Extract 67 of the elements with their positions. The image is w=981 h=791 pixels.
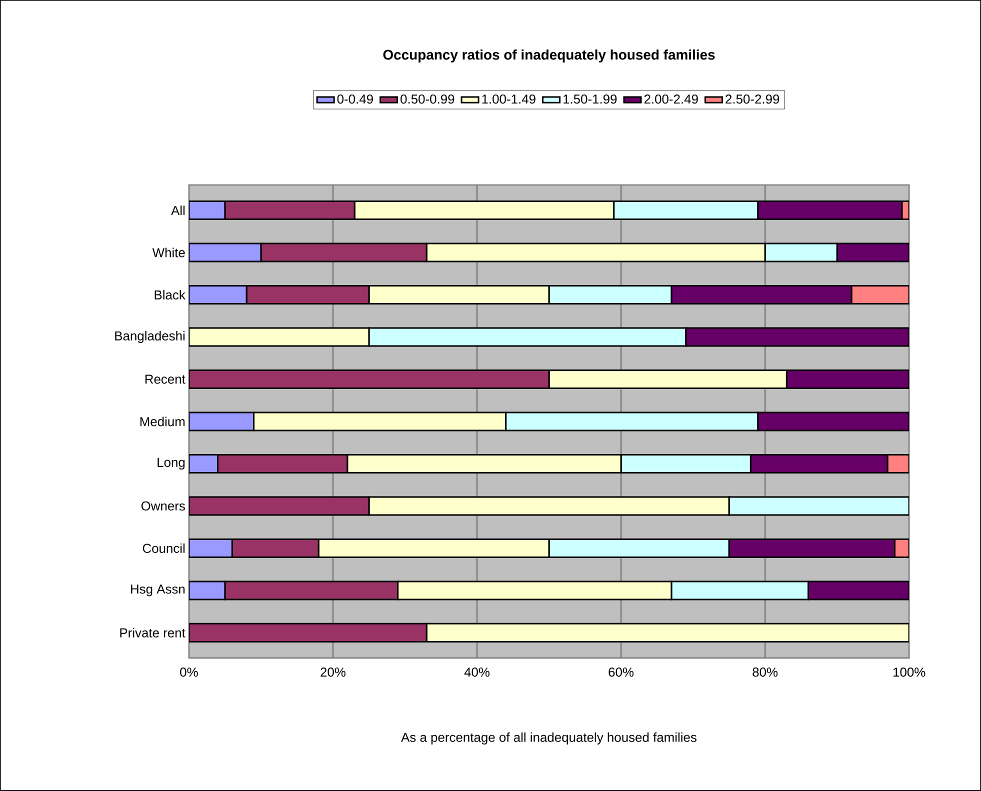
y-tick-label: Owners — [141, 501, 185, 511]
y-tick-label: Council — [142, 543, 185, 553]
bar — [346, 454, 622, 474]
y-tick-label: Long — [158, 458, 185, 470]
x-tick-label: 20% — [320, 668, 346, 677]
bar — [426, 242, 766, 262]
y-tick-label: Recent — [145, 374, 186, 384]
legend-label: 2.50-2.99 — [726, 94, 780, 104]
x-tick-label: 100% — [894, 668, 926, 677]
legend-label: 1.00-1.49 — [482, 94, 536, 104]
x-tick-label: 0% — [180, 668, 198, 677]
y-tick-label: Private rent — [120, 628, 186, 638]
bar — [836, 242, 910, 262]
y-tick-label: Medium — [140, 416, 185, 426]
bar — [670, 285, 852, 305]
x-tick-label: 40% — [464, 668, 490, 677]
chart-title: Occupancy ratios of inadequately housed families — [383, 49, 715, 62]
legend-label: 2.00-2.49 — [644, 94, 698, 104]
bar — [231, 538, 320, 558]
bar — [188, 496, 370, 516]
bar — [224, 200, 356, 220]
bar — [548, 285, 672, 305]
bar — [620, 454, 752, 474]
bar — [188, 242, 262, 262]
x-tick-label: 80% — [752, 668, 778, 677]
bar — [260, 242, 428, 262]
bar — [685, 327, 910, 347]
y-tick-label: Black — [154, 290, 186, 300]
bar — [188, 622, 428, 642]
bar — [728, 538, 896, 558]
bar — [368, 285, 550, 305]
bar — [426, 622, 910, 642]
legend-label: 1.50-1.99 — [564, 94, 617, 104]
bar — [728, 496, 910, 516]
bar — [757, 412, 910, 432]
bar — [786, 370, 910, 390]
bar — [188, 412, 255, 432]
legend-label: 0-0.49 — [337, 94, 373, 104]
bar — [368, 496, 730, 516]
bar — [188, 370, 550, 390]
bar — [750, 454, 888, 474]
bar — [188, 327, 370, 347]
bar — [757, 200, 903, 220]
bar — [850, 285, 910, 305]
bar — [613, 200, 759, 220]
bar — [368, 327, 687, 347]
legend-label: 0.50-0.99 — [400, 94, 454, 104]
bar — [224, 580, 399, 600]
y-tick-label: Bangladeshi — [115, 330, 185, 344]
bar — [318, 538, 550, 558]
bar — [253, 412, 507, 432]
bar — [764, 242, 838, 262]
y-tick-label: White — [152, 248, 185, 258]
x-tick-label: 60% — [608, 668, 634, 677]
bar — [548, 370, 788, 390]
bar — [670, 580, 810, 600]
y-tick-label: All — [171, 206, 185, 215]
bar — [397, 580, 672, 600]
bar — [354, 200, 615, 220]
bar — [217, 454, 348, 474]
bar — [246, 285, 370, 305]
bar — [188, 285, 248, 305]
x-axis-title: As a percentage of all inadequately housed families — [401, 732, 696, 745]
bar — [808, 580, 910, 600]
bar — [548, 538, 730, 558]
y-tick-label: Hsg Assn — [131, 584, 185, 596]
bar — [505, 412, 759, 432]
